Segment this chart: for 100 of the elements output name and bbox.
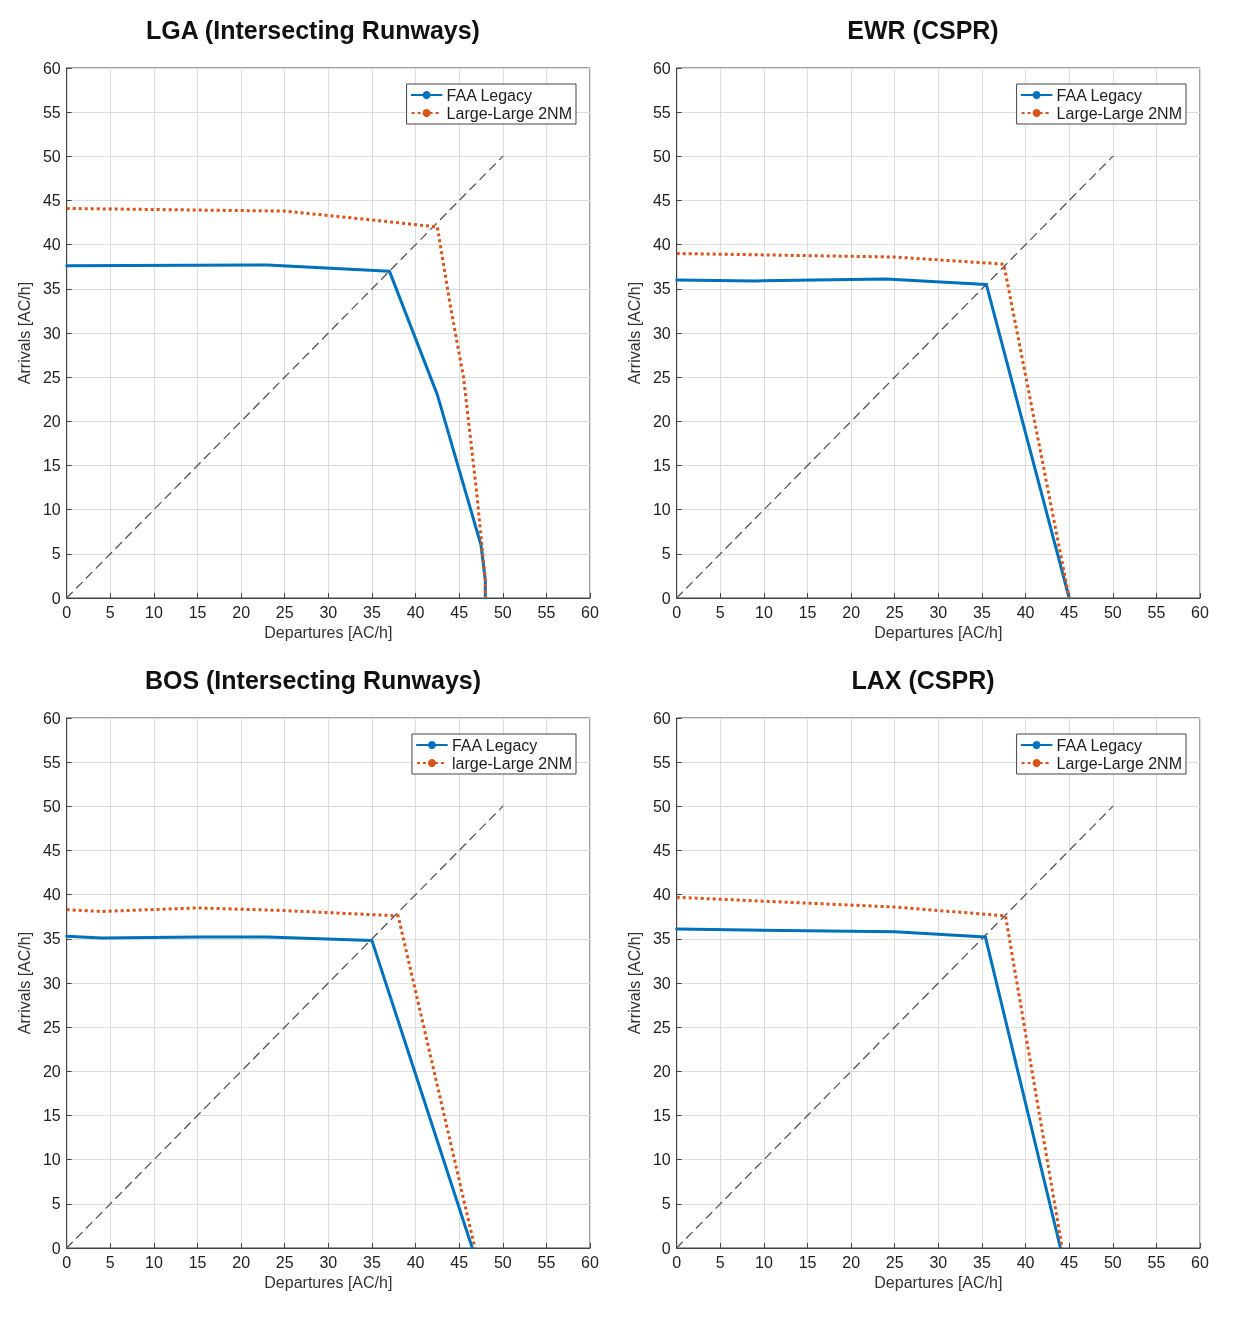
x-tick-label: 50 bbox=[493, 1253, 512, 1271]
y-axis-title: Arrivals [AC/h] bbox=[625, 281, 643, 385]
y-tick-label: 15 bbox=[652, 1107, 671, 1124]
x-tick-label: 50 bbox=[1103, 1253, 1122, 1271]
x-tick-label: 20 bbox=[842, 1253, 861, 1271]
x-tick-label: 30 bbox=[319, 603, 338, 621]
y-tick-label: 55 bbox=[42, 753, 61, 771]
x-tick-label: 10 bbox=[145, 603, 163, 621]
y-tick-label: 15 bbox=[652, 457, 671, 474]
x-tick-label: 15 bbox=[188, 603, 207, 621]
x-tick-label: 20 bbox=[842, 603, 861, 621]
y-tick-label: 45 bbox=[652, 192, 671, 209]
y-tick-label: 40 bbox=[652, 236, 671, 254]
x-tick-label: 20 bbox=[232, 1253, 251, 1271]
x-tick-label: 10 bbox=[755, 1253, 773, 1271]
y-axis-title: Arrivals [AC/h] bbox=[625, 931, 643, 1035]
x-tick-label: 20 bbox=[232, 603, 251, 621]
legend-label: Large-Large 2NM bbox=[446, 104, 573, 122]
y-tick-label: 50 bbox=[42, 797, 61, 815]
x-tick-label: 0 bbox=[672, 1253, 682, 1271]
y-axis-title: Arrivals [AC/h] bbox=[15, 281, 33, 385]
x-tick-label: 40 bbox=[406, 603, 425, 621]
legend-label: Large-Large 2NM bbox=[1056, 104, 1183, 122]
y-tick-label: 55 bbox=[652, 753, 671, 771]
x-tick-label: 45 bbox=[1060, 603, 1079, 621]
x-tick-label: 10 bbox=[145, 1253, 163, 1271]
y-tick-label: 60 bbox=[652, 709, 671, 727]
chart-title: LAX (CSPR) bbox=[851, 665, 995, 694]
y-tick-label: 45 bbox=[42, 842, 61, 859]
y-tick-label: 20 bbox=[42, 412, 61, 430]
x-tick-label: 40 bbox=[1016, 603, 1035, 621]
x-tick-label: 50 bbox=[1103, 603, 1122, 621]
y-tick-label: 0 bbox=[661, 589, 671, 607]
y-tick-label: 25 bbox=[652, 1018, 671, 1036]
y-tick-label: 20 bbox=[652, 412, 671, 430]
y-tick-label: 35 bbox=[42, 280, 61, 298]
x-axis-title: Departures [AC/h] bbox=[874, 624, 1003, 642]
y-tick-label: 10 bbox=[42, 501, 61, 519]
x-tick-label: 55 bbox=[1147, 1253, 1166, 1271]
x-tick-label: 0 bbox=[672, 603, 682, 621]
legend-label: FAA Legacy bbox=[1056, 736, 1142, 754]
x-tick-label: 25 bbox=[885, 1253, 904, 1271]
x-tick-label: 5 bbox=[105, 1253, 115, 1271]
chart-title: BOS (Intersecting Runways) bbox=[144, 665, 482, 694]
x-tick-label: 60 bbox=[581, 603, 599, 621]
y-tick-label: 25 bbox=[42, 368, 61, 386]
y-tick-label: 25 bbox=[42, 1018, 61, 1036]
x-tick-label: 5 bbox=[715, 603, 725, 621]
x-tick-label: 35 bbox=[363, 603, 381, 621]
y-tick-label: 40 bbox=[652, 886, 671, 904]
x-tick-label: 60 bbox=[581, 1253, 599, 1271]
x-tick-label: 60 bbox=[1191, 1253, 1209, 1271]
y-tick-label: 30 bbox=[42, 324, 61, 342]
legend-label: FAA Legacy bbox=[451, 736, 538, 754]
x-tick-label: 40 bbox=[1016, 1253, 1035, 1271]
x-axis-title: Departures [AC/h] bbox=[264, 624, 393, 642]
x-axis-title: Departures [AC/h] bbox=[874, 1274, 1003, 1292]
y-tick-label: 10 bbox=[652, 1151, 671, 1169]
y-tick-label: 35 bbox=[42, 930, 61, 948]
y-tick-label: 20 bbox=[42, 1062, 61, 1080]
y-axis-title: Arrivals [AC/h] bbox=[15, 931, 33, 1035]
y-tick-label: 35 bbox=[652, 930, 671, 948]
x-tick-label: 30 bbox=[929, 603, 948, 621]
y-tick-label: 15 bbox=[42, 457, 61, 474]
y-tick-label: 50 bbox=[42, 147, 61, 165]
y-tick-label: 15 bbox=[42, 1107, 61, 1124]
y-tick-label: 60 bbox=[652, 59, 671, 77]
y-tick-label: 25 bbox=[652, 368, 671, 386]
x-tick-label: 45 bbox=[1060, 1253, 1079, 1271]
x-tick-label: 50 bbox=[493, 603, 512, 621]
x-tick-label: 55 bbox=[1147, 603, 1166, 621]
chart-title: LGA (Intersecting Runways) bbox=[146, 15, 480, 44]
x-tick-label: 40 bbox=[406, 1253, 425, 1271]
y-tick-label: 30 bbox=[652, 324, 671, 342]
y-tick-label: 30 bbox=[42, 974, 61, 992]
y-tick-label: 10 bbox=[652, 501, 671, 519]
y-tick-label: 40 bbox=[42, 886, 61, 904]
legend-label: large-Large 2NM bbox=[451, 754, 573, 772]
y-tick-label: 5 bbox=[661, 1195, 671, 1213]
x-tick-label: 10 bbox=[755, 603, 773, 621]
y-tick-label: 5 bbox=[661, 545, 671, 563]
y-tick-label: 55 bbox=[42, 103, 61, 121]
y-tick-label: 45 bbox=[652, 842, 671, 859]
y-tick-label: 5 bbox=[51, 545, 61, 563]
y-tick-label: 60 bbox=[42, 59, 61, 77]
legend-label: FAA Legacy bbox=[446, 86, 532, 104]
y-tick-label: 10 bbox=[42, 1151, 61, 1169]
y-tick-label: 35 bbox=[652, 280, 671, 298]
x-tick-label: 0 bbox=[62, 603, 72, 621]
chart-title: EWR (CSPR) bbox=[847, 15, 999, 44]
x-tick-label: 15 bbox=[798, 1253, 817, 1271]
x-tick-label: 5 bbox=[715, 1253, 725, 1271]
x-tick-label: 35 bbox=[973, 1253, 991, 1271]
x-tick-label: 35 bbox=[973, 603, 991, 621]
y-tick-label: 0 bbox=[661, 1239, 671, 1257]
x-tick-label: 55 bbox=[537, 1253, 556, 1271]
x-tick-label: 25 bbox=[275, 603, 294, 621]
x-tick-label: 5 bbox=[105, 603, 115, 621]
x-tick-label: 35 bbox=[363, 1253, 381, 1271]
y-tick-label: 0 bbox=[51, 589, 61, 607]
